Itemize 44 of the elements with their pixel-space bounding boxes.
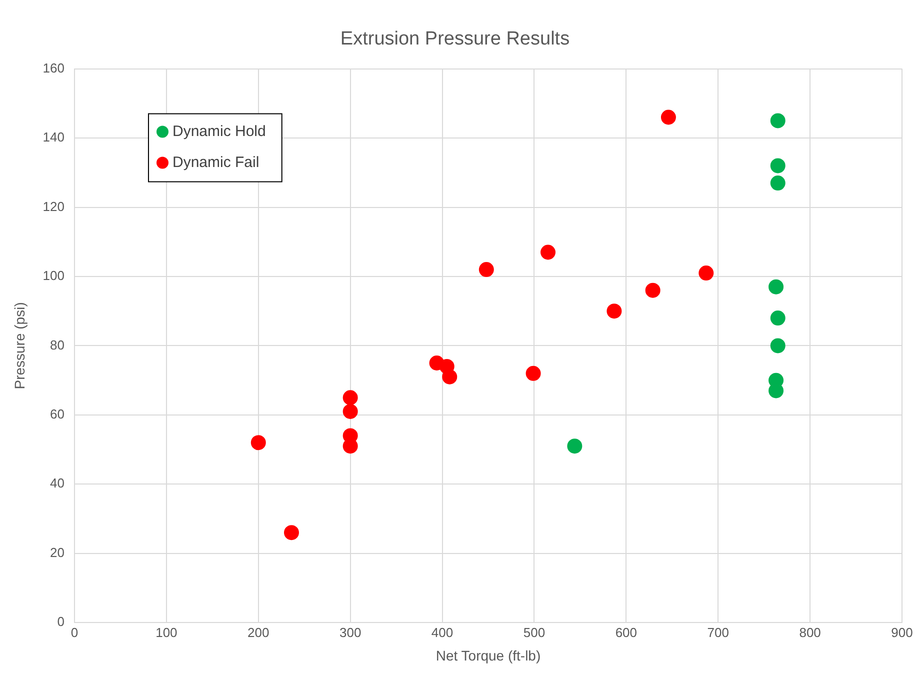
point	[478, 262, 494, 278]
point	[768, 279, 784, 294]
x-tick-label: 800	[799, 624, 821, 640]
x-tick-label: 500	[523, 624, 546, 640]
point	[284, 525, 299, 540]
point	[770, 113, 786, 128]
y-tick-label: 140	[42, 130, 64, 145]
x-tick-label: 300	[339, 624, 362, 640]
y-tick-label: 20	[50, 544, 64, 560]
x-tick-label: 200	[248, 624, 270, 640]
y-tick-label: 120	[42, 198, 64, 214]
legend-label: Dynamic Hold	[172, 122, 266, 140]
point	[770, 158, 786, 174]
y-tick-label: 60	[50, 406, 64, 422]
x-tick-label: 100	[156, 624, 178, 640]
point	[342, 390, 358, 406]
y-axis-title: Pressure (psi)	[11, 302, 28, 390]
x-tick-label: 0	[70, 624, 78, 640]
point	[250, 435, 266, 450]
legend-label: Dynamic Fail	[172, 154, 260, 171]
point	[342, 404, 358, 419]
y-tick-label: 40	[50, 476, 64, 491]
point	[606, 304, 622, 319]
point	[526, 366, 541, 381]
point	[442, 369, 458, 384]
x-tick-label: 900	[891, 624, 913, 640]
y-tick-label: 100	[42, 268, 64, 284]
point	[567, 438, 582, 454]
point	[770, 176, 786, 191]
point	[645, 282, 660, 298]
x-axis-title: Net Torque (ft-lb)	[436, 647, 541, 664]
x-tick-label: 700	[707, 624, 729, 640]
y-tick-label: 160	[42, 60, 64, 76]
point	[698, 266, 714, 281]
point	[342, 438, 358, 454]
point	[540, 244, 556, 260]
x-tick-label: 600	[615, 624, 638, 640]
point	[770, 338, 786, 354]
x-tick-label: 400	[431, 624, 454, 640]
y-tick-label: 80	[50, 337, 64, 352]
point	[770, 310, 786, 326]
chart-title: Extrusion Pressure Results	[340, 28, 570, 50]
y-tick-label: 0	[57, 614, 64, 630]
point	[660, 110, 676, 125]
